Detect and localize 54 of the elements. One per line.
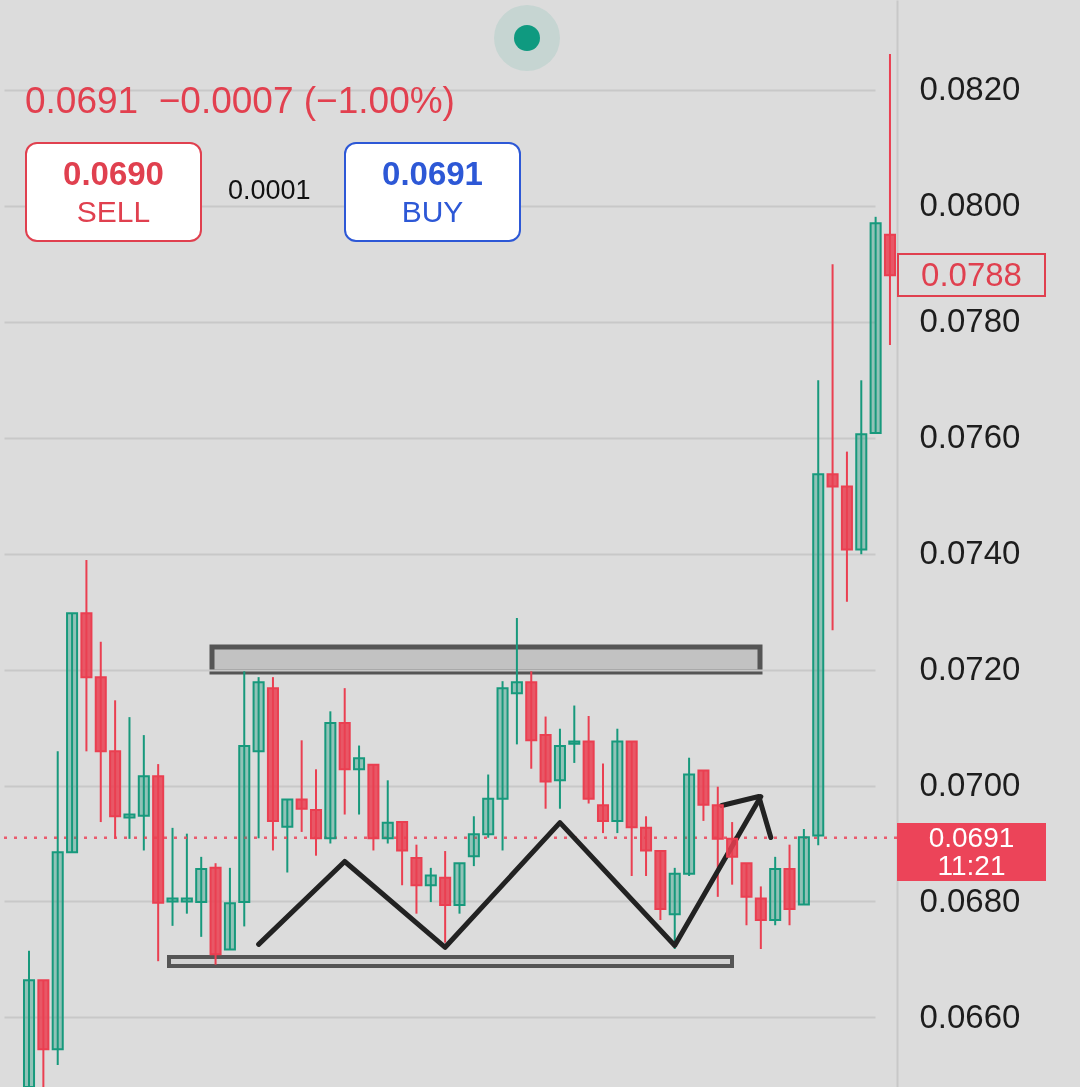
candlestick [496,680,509,852]
annotation: BUY [401,193,464,230]
candlestick [353,744,366,816]
ref-line-label: 0.0691 [928,821,1015,853]
annotation: SELL [76,193,151,230]
y-tick-label: 0.0800 [919,186,1021,224]
candlestick [195,855,208,938]
order-button: 0.0691 BUY [344,142,521,242]
y-tick-label: 0.0760 [919,418,1021,456]
candlestick [826,263,839,632]
candlestick [51,750,64,1066]
candlestick [640,815,653,877]
candlestick [295,739,308,833]
candlestick [324,710,337,845]
candlestick [568,704,581,764]
candlestick [769,855,782,927]
annotation: 0.0691 [382,154,483,194]
price-tag: 0.0788 [897,253,1046,298]
annotation: 0.0690 [63,154,164,194]
candlestick [510,617,523,746]
y-tick-label: 0.0780 [919,302,1021,340]
candlestick [683,756,696,877]
y-tick-label: 0.0720 [919,650,1021,688]
candlestick [855,379,868,556]
y-tick-label: 0.0700 [919,766,1021,804]
candlestick [424,866,437,904]
y-tick-label: 0.0660 [919,997,1021,1035]
y-tick-label: 0.0740 [919,534,1021,572]
candlestick [281,798,294,874]
candlestick [467,815,480,868]
candlestick [166,826,179,927]
y-tick-label: 0.0680 [919,881,1021,919]
candlestick [812,379,825,847]
y-tick-label: 0.0820 [919,70,1021,108]
candlestick [668,866,681,951]
price-tag: 0.0691 11:21 [897,822,1046,881]
candlestick [381,779,394,845]
candlestick [66,612,79,854]
candlestick [553,727,566,810]
candlestick [797,828,810,906]
candlestick [23,949,36,1087]
candlestick [223,866,236,951]
candlestick [482,773,495,839]
annotation: 0.0691 −0.0007 (−1.00%) [25,80,455,123]
candlestick [754,885,767,951]
order-button: 0.0690 SELL [25,142,202,242]
candlestick [137,734,150,852]
candlestick [238,670,251,928]
annotation: 0.0001 [228,175,311,207]
candlestick [453,862,466,915]
candlestick [611,727,624,835]
candlestick [252,676,265,840]
candlestick [869,215,882,435]
candlestick [596,762,610,835]
